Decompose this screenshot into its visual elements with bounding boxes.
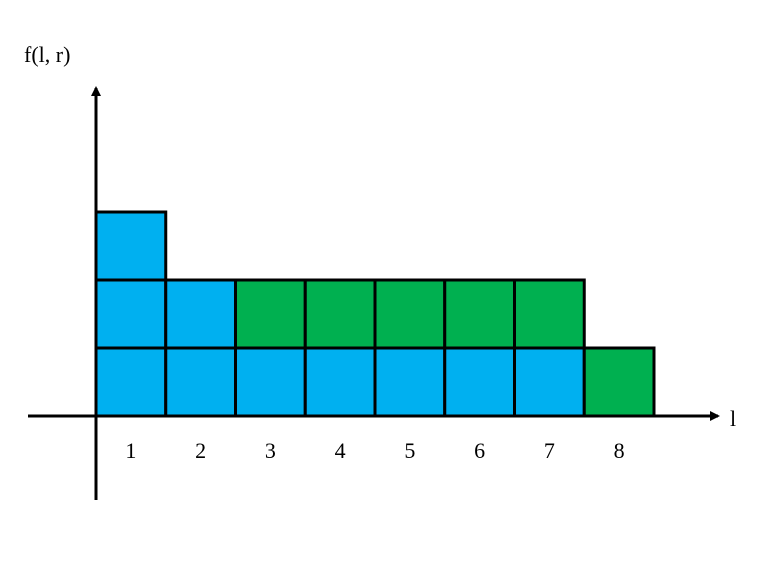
cell-green [234, 278, 307, 350]
cell-green [513, 278, 586, 350]
cell-blue [94, 210, 168, 282]
x-tick-labels: 1 2 3 4 5 6 7 8 [125, 438, 624, 463]
cell-blue [513, 346, 586, 418]
cell-blue [94, 346, 168, 418]
cell-blue [443, 346, 516, 418]
x-tick-label: 1 [125, 438, 136, 463]
cell-grid [94, 210, 656, 418]
cell-green [582, 346, 656, 418]
cell-blue [164, 278, 237, 350]
cell-blue [164, 346, 237, 418]
x-tick-label: 4 [335, 438, 346, 463]
x-tick-label: 6 [474, 438, 485, 463]
cell-green [373, 278, 447, 350]
x-tick-label: 8 [614, 438, 625, 463]
cell-blue [234, 346, 307, 418]
x-tick-label: 7 [544, 438, 555, 463]
cell-green [443, 278, 516, 350]
x-tick-label: 3 [265, 438, 276, 463]
y-axis-label: f(l, r) [24, 42, 70, 67]
x-tick-label: 5 [404, 438, 415, 463]
x-tick-label: 2 [195, 438, 206, 463]
cell-green [303, 278, 377, 350]
x-axis-label: l [730, 406, 736, 431]
cell-blue [373, 346, 447, 418]
cell-blue [94, 278, 168, 350]
cell-blue [303, 346, 377, 418]
